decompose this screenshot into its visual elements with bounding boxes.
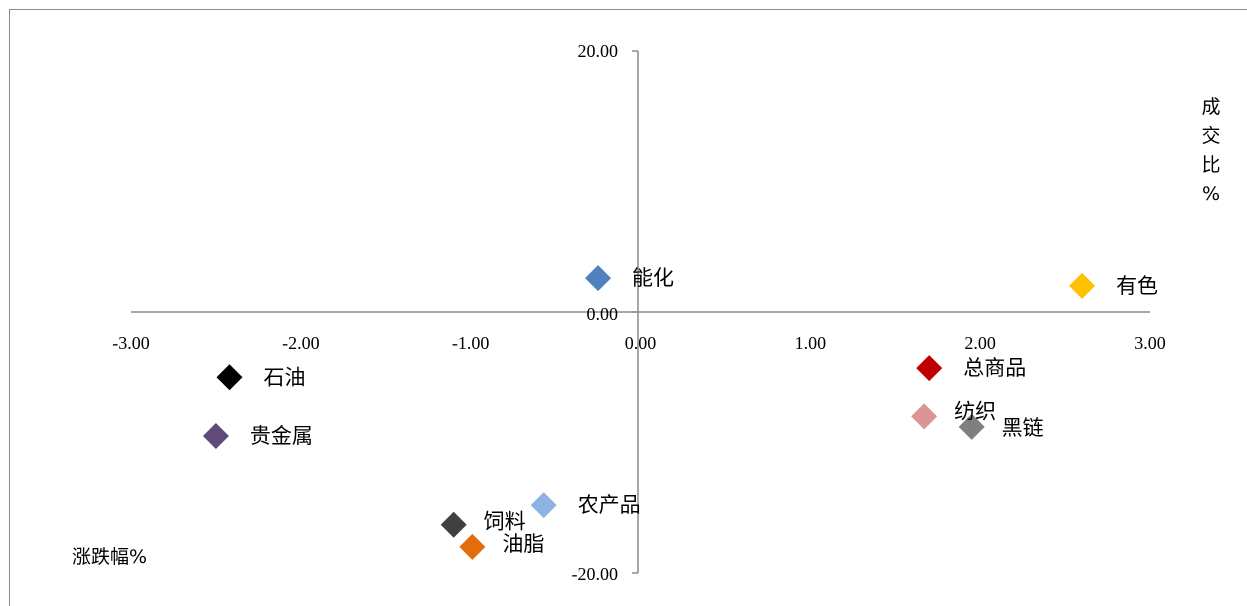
x-tick-label: 0.00 [625,333,657,353]
data-label: 油脂 [502,532,544,556]
data-point [202,422,229,449]
y-axis-title-char: 比 [1201,154,1220,176]
chart-frame [9,9,1247,606]
x-tick-label: 3.00 [1134,333,1166,353]
data-point [958,413,985,440]
y-tick-label: 0.00 [587,304,619,324]
y-tick-label: 20.00 [578,41,619,61]
x-tick-label: 1.00 [795,333,827,353]
axes [131,50,1150,574]
y-axis-title: 成交比% [1201,96,1220,205]
y-axis-title-char: 交 [1201,125,1220,147]
x-tick-label: 2.00 [964,333,996,353]
data-label: 石油 [264,365,306,389]
y-axis-title-char: 成 [1201,96,1220,118]
tick-labels: -3.00 -2.00 -1.00 0.00 1.00 2.00 3.00 20.00 0.00… [112,41,1166,584]
data-label: 能化 [632,266,674,290]
data-label: 有色 [1116,274,1158,298]
y-axis-title-char: % [1202,183,1220,205]
data-points [202,265,1096,560]
data-label: 贵金属 [250,424,313,448]
data-point [916,355,943,382]
data-label: 农产品 [578,493,641,517]
data-point [1069,272,1096,299]
data-label: 总商品 [963,356,1026,380]
data-point [911,403,938,430]
data-point [440,511,467,538]
data-label: 黑链 [1002,416,1044,440]
y-tick-label: -20.00 [572,564,619,584]
data-point [216,364,243,391]
data-label: 纺织 [954,399,996,423]
data-point [459,533,486,560]
x-tick-label: -3.00 [112,333,150,353]
x-tick-label: -1.00 [452,333,490,353]
data-point [585,265,612,292]
x-axis-title: 涨跌幅% [72,546,147,568]
data-label: 饲料 [484,510,526,534]
x-tick-label: -2.00 [282,333,320,353]
data-point [530,492,557,519]
